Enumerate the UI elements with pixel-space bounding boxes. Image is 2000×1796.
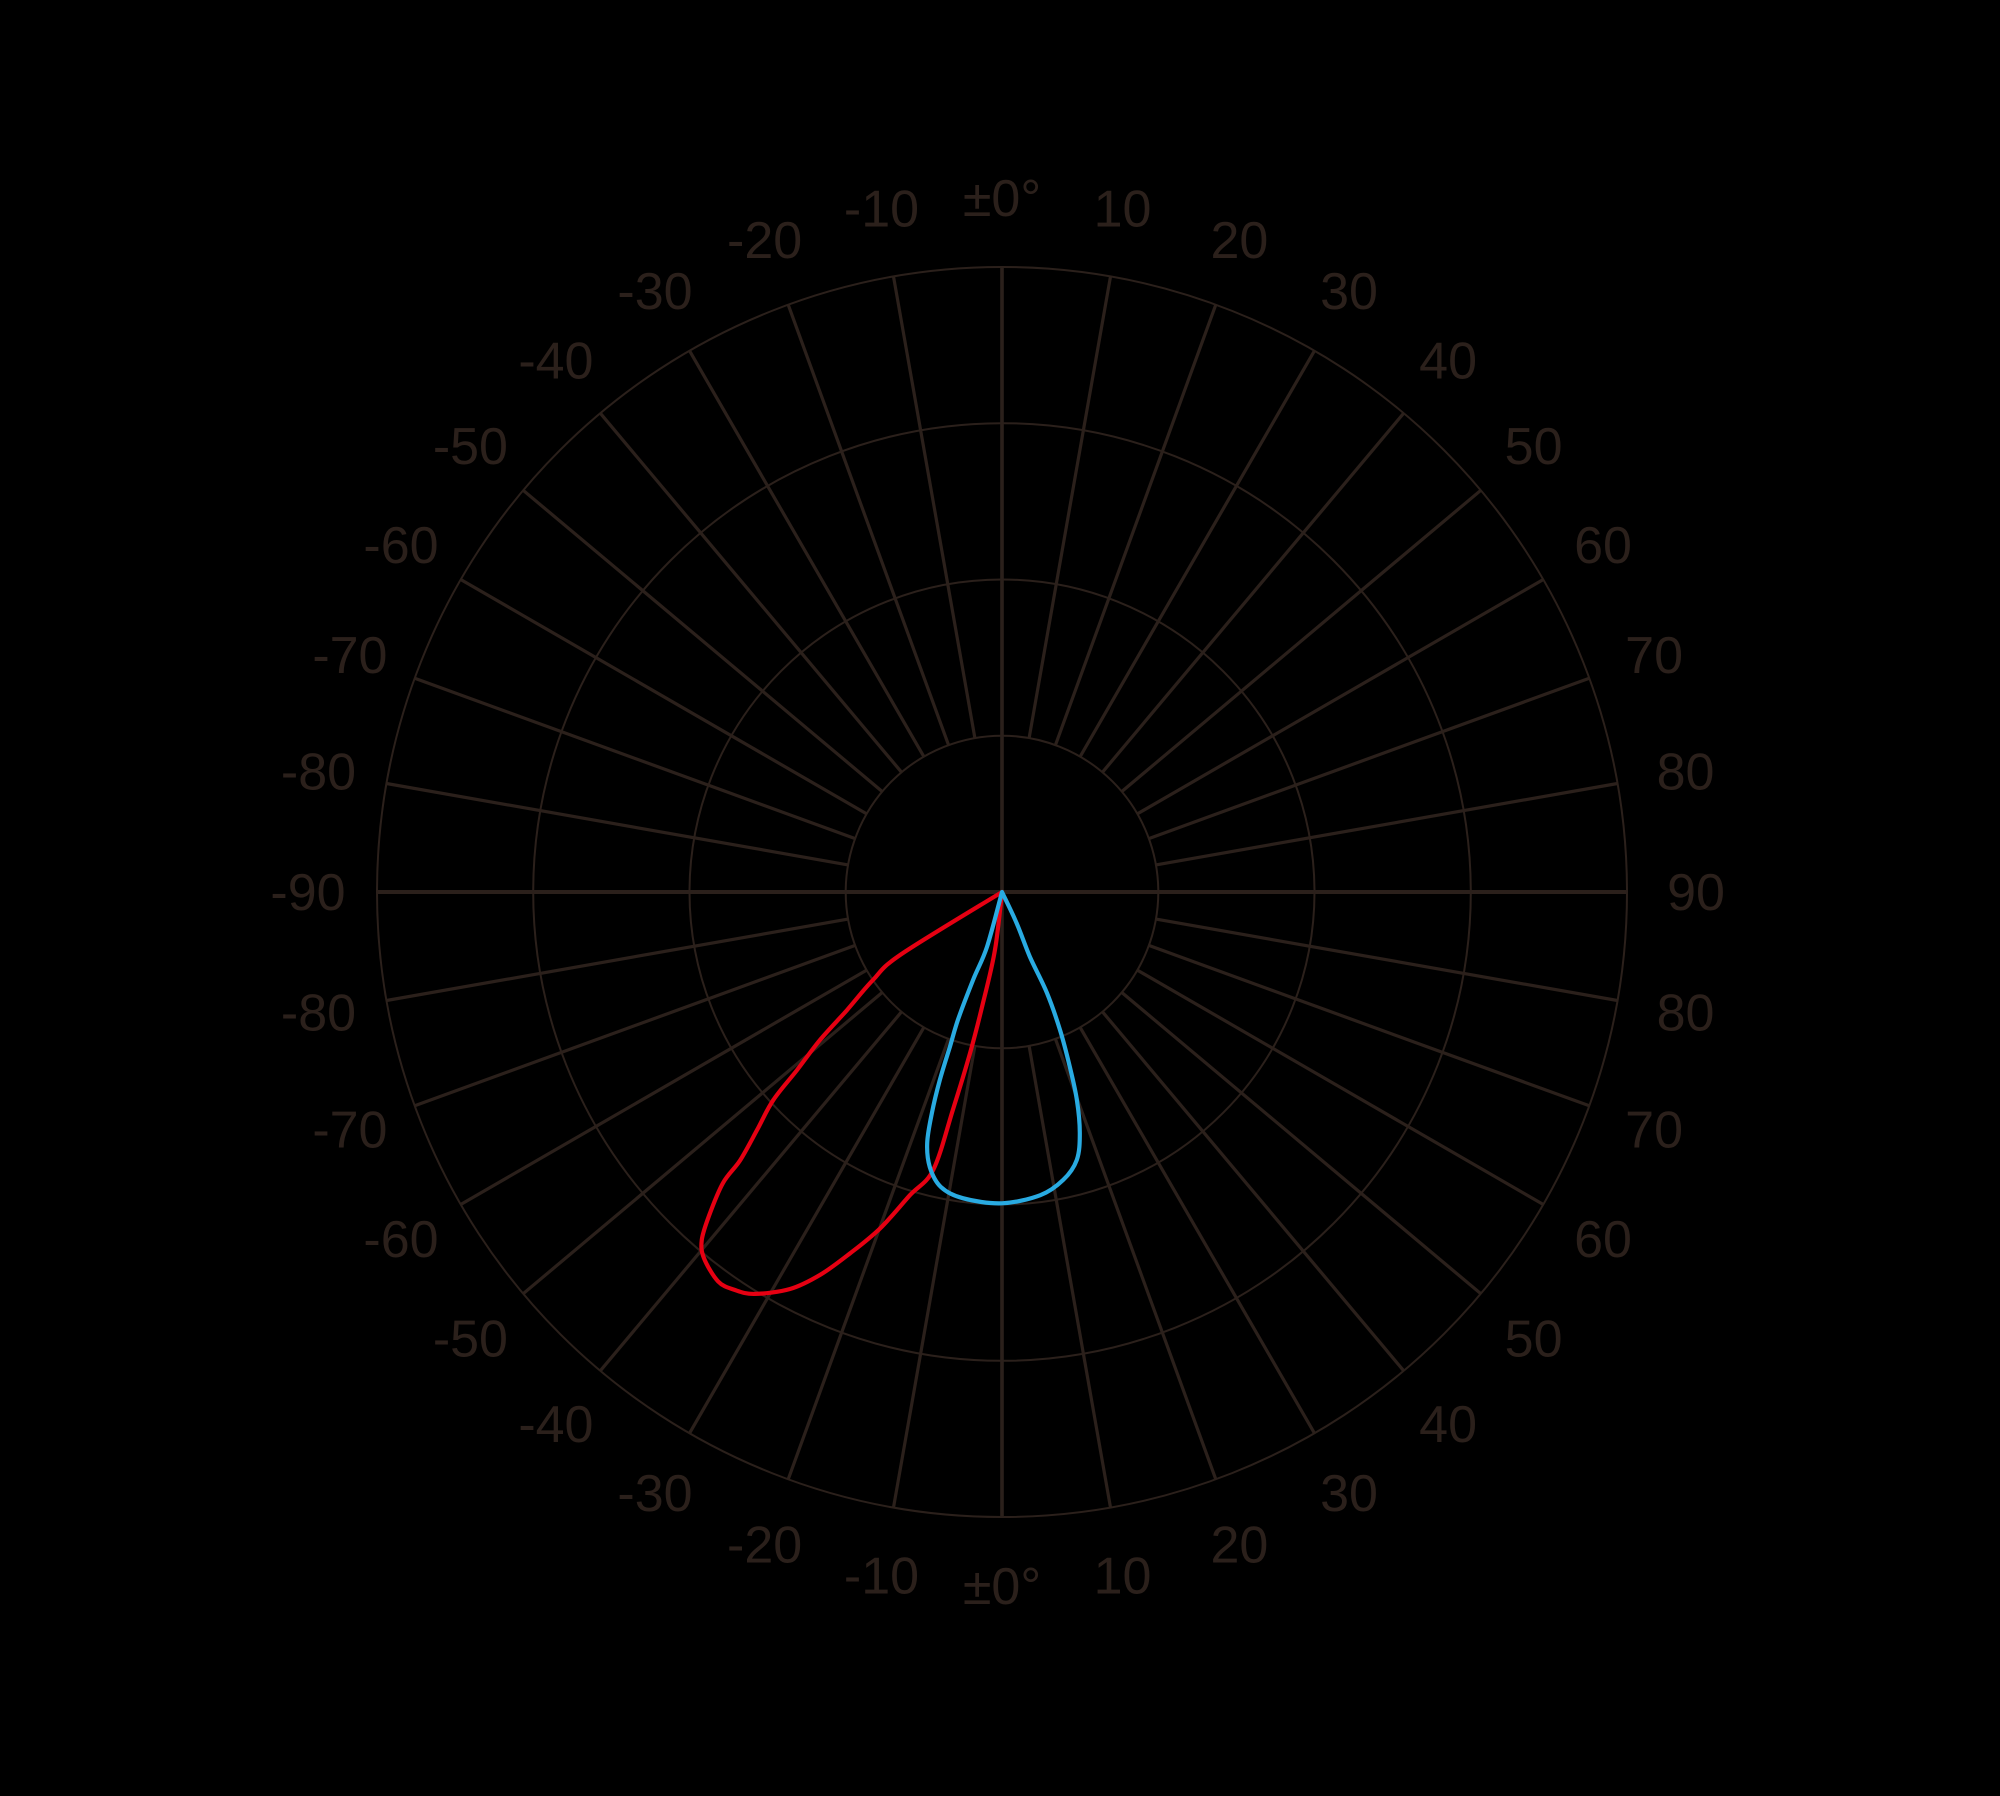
angle-label-top-80: 80 <box>1657 744 1715 802</box>
beam-curve-wide-beam-red <box>699 889 1005 1297</box>
grid-spoke <box>1155 781 1618 867</box>
grid-spoke <box>1027 1045 1113 1508</box>
grid-spoke <box>1053 304 1218 746</box>
grid-spoke <box>891 276 977 739</box>
grid-spoke <box>1101 412 1405 774</box>
angle-label-top-40: 40 <box>1419 333 1477 391</box>
angle-label-top-20: 20 <box>1210 212 1268 270</box>
grid-spoke <box>1155 917 1618 1003</box>
grid-spoke <box>1120 991 1482 1295</box>
angle-label-bottom--10: -10 <box>844 1548 919 1606</box>
angle-label-top-±0°: ±0° <box>963 170 1041 228</box>
angle-label-bottom--70: -70 <box>312 1102 387 1160</box>
angle-label-bottom-30: 30 <box>1320 1465 1378 1523</box>
angle-label-top--30: -30 <box>617 263 692 321</box>
grid-spokes <box>386 276 1618 1508</box>
angle-label-bottom-40: 40 <box>1419 1396 1477 1454</box>
grid-spoke <box>459 968 868 1206</box>
angle-label-bottom-50: 50 <box>1505 1310 1563 1368</box>
grid-spoke <box>786 304 951 746</box>
angle-label-top-70: 70 <box>1625 627 1683 685</box>
grid-spoke <box>688 349 926 758</box>
angle-label-top-60: 60 <box>1574 517 1632 575</box>
grid-spoke <box>786 1038 951 1480</box>
grid-spoke <box>688 1026 926 1435</box>
angle-label-bottom--20: -20 <box>727 1516 802 1574</box>
grid-spoke <box>1027 276 1113 739</box>
grid-spoke <box>1120 489 1482 793</box>
grid-spoke <box>1148 943 1590 1108</box>
angle-label-top--80: -80 <box>281 744 356 802</box>
angle-label-bottom--30: -30 <box>617 1465 692 1523</box>
angle-label-top--20: -20 <box>727 212 802 270</box>
angle-label-top-50: 50 <box>1505 418 1563 476</box>
grid-spoke <box>1136 578 1545 816</box>
beam-curve-narrow-beam-blue <box>925 889 1082 1206</box>
angle-label-top-90: 90 <box>1667 864 1725 922</box>
grid-spoke <box>891 1045 977 1508</box>
angle-label-bottom-60: 60 <box>1574 1211 1632 1269</box>
grid-spoke <box>522 991 884 1295</box>
beam-lobes <box>699 889 1082 1297</box>
angle-label-top-30: 30 <box>1320 263 1378 321</box>
angle-label-bottom--80: -80 <box>281 985 356 1043</box>
angle-label-top--10: -10 <box>844 181 919 239</box>
angle-label-bottom-70: 70 <box>1625 1102 1683 1160</box>
angle-labels-top: -90 -80 -70 -60 -50-40 -30 -20 -10 ±0° 10 20 30 40 50… <box>270 170 1725 922</box>
grid-spoke <box>386 917 849 1003</box>
grid-spoke <box>1101 1010 1405 1372</box>
grid-spoke <box>1136 968 1545 1206</box>
grid-spoke <box>414 943 856 1108</box>
angle-label-top--70: -70 <box>312 627 387 685</box>
angle-label-top--90: -90 <box>270 864 345 922</box>
angle-label-bottom--60: -60 <box>363 1211 438 1269</box>
grid-spoke <box>414 676 856 841</box>
angle-label-bottom--50: -50 <box>433 1310 508 1368</box>
angle-label-bottom-±0°: ±0° <box>963 1558 1041 1616</box>
grid-spoke <box>386 781 849 867</box>
angle-label-bottom-10: 10 <box>1094 1548 1152 1606</box>
grid-spoke <box>1078 1026 1316 1435</box>
angle-label-bottom-80: 80 <box>1657 985 1715 1043</box>
grid-spoke <box>459 578 868 816</box>
angle-label-top--40: -40 <box>518 333 593 391</box>
angle-label-bottom-20: 20 <box>1210 1516 1268 1574</box>
grid-spoke <box>1148 676 1590 841</box>
angle-label-bottom--40: -40 <box>518 1396 593 1454</box>
grid-spoke <box>599 1010 903 1372</box>
grid-spoke <box>1078 349 1316 758</box>
angle-label-top--60: -60 <box>363 517 438 575</box>
angle-label-top-10: 10 <box>1094 181 1152 239</box>
angle-label-top--50: -50 <box>433 418 508 476</box>
grid-spoke <box>1053 1038 1218 1480</box>
grid-spoke <box>522 489 884 793</box>
grid-spoke <box>599 412 903 774</box>
